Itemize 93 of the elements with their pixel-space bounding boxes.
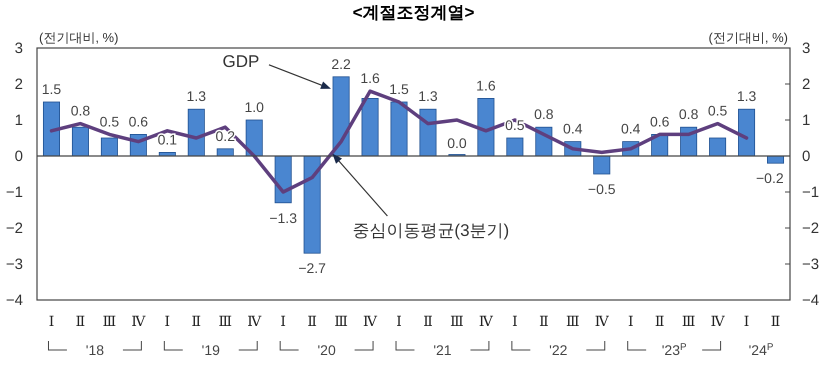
data-label: 0.5: [708, 102, 728, 119]
x-tick-label: Ⅳ: [131, 314, 146, 330]
data-label: −0.5: [588, 181, 616, 197]
bar: [304, 156, 321, 254]
bar: [709, 138, 726, 156]
x-tick-label: Ⅳ: [710, 314, 726, 330]
data-label: 0.8: [534, 106, 554, 122]
y-axis-title: (전기대비, %): [39, 30, 118, 45]
y2-tick-label: 2: [802, 76, 810, 93]
data-label: 0.4: [563, 120, 583, 137]
data-label: 1.3: [736, 88, 756, 104]
y2-tick-label: 1: [802, 112, 810, 129]
bar: [72, 126, 89, 156]
y2-axis-title: (전기대비, %): [708, 30, 788, 45]
data-label: 1.6: [360, 70, 380, 86]
bar: [362, 98, 379, 156]
x-tick-label: Ⅳ: [247, 314, 262, 330]
text: '19: [202, 342, 220, 358]
y-tick-label: 3: [14, 40, 23, 57]
bar: [477, 98, 494, 156]
bar: [246, 120, 263, 156]
x-tick-label: Ⅲ: [682, 314, 696, 330]
data-label: 0.5: [100, 113, 120, 130]
bar: [42, 102, 60, 156]
bar: [390, 102, 408, 156]
data-label: −1.3: [269, 210, 298, 226]
text: '20: [317, 342, 336, 358]
x-tick-label: Ⅰ: [164, 314, 170, 330]
data-label: 0.4: [620, 120, 641, 137]
x-tick-label: Ⅱ: [539, 314, 549, 330]
data-label: 1.6: [476, 77, 496, 94]
data-label: 0.2: [216, 128, 236, 144]
y-tick-label: −3: [6, 256, 23, 273]
text: '23$^{P}$: [662, 342, 688, 358]
data-label: 0.1: [158, 131, 178, 148]
bar: [738, 108, 756, 156]
x-tick-label: Ⅱ: [76, 314, 86, 330]
y2-tick-label: −4: [802, 292, 820, 309]
x-tick-label: Ⅲ: [450, 314, 464, 330]
x-tick-label: Ⅳ: [478, 314, 494, 330]
bar: [216, 148, 234, 156]
x-tick-label: Ⅱ: [423, 314, 433, 330]
data-label: 0.0: [447, 135, 467, 151]
bar: [100, 138, 118, 156]
data-label: 2.2: [331, 56, 352, 72]
text: '24$^{P}$: [748, 342, 774, 358]
data-label: 0.6: [650, 113, 670, 130]
y-tick-label: 1: [14, 112, 23, 129]
data-label: −2.7: [298, 260, 326, 276]
data-label: 1.0: [244, 99, 264, 115]
data-label: 1.3: [186, 88, 206, 104]
data-label: 0.6: [128, 113, 148, 130]
y2-tick-label: −3: [802, 256, 820, 273]
x-tick-label: Ⅲ: [566, 314, 580, 330]
data-label: 1.5: [389, 81, 409, 97]
y2-tick-label: 0: [802, 148, 810, 165]
y-tick-label: −2: [6, 220, 23, 237]
bar: [188, 108, 205, 156]
x-tick-label: Ⅱ: [770, 314, 780, 330]
chart-title: <계절조정계열>: [352, 3, 474, 22]
x-tick-label: Ⅳ: [363, 314, 378, 330]
x-tick-label: Ⅰ: [628, 314, 634, 330]
data-label: 0.8: [70, 102, 90, 119]
x-tick-label: Ⅱ: [654, 314, 664, 330]
x-tick-label: Ⅰ: [280, 314, 286, 330]
y-tick-label: −4: [6, 292, 23, 309]
text: '22: [549, 342, 568, 358]
x-tick-label: Ⅲ: [218, 314, 232, 330]
data-label: 0.8: [678, 106, 699, 122]
text: 중심이동평균(3분기): [352, 221, 510, 240]
y-tick-label: 2: [14, 76, 23, 93]
bar: [506, 138, 524, 156]
x-tick-label: Ⅰ: [396, 314, 402, 330]
y2-tick-label: −2: [802, 220, 820, 237]
text: '21: [433, 342, 452, 358]
data-label: 1.3: [418, 88, 438, 104]
x-tick-label: Ⅲ: [102, 314, 116, 330]
y2-tick-label: −1: [802, 184, 820, 201]
data-label: 1.5: [42, 81, 62, 97]
data-label: −0.2: [756, 170, 784, 186]
x-tick-label: Ⅰ: [48, 314, 54, 330]
text: GDP: [222, 52, 260, 71]
x-tick-label: Ⅱ: [192, 314, 202, 330]
x-tick-label: Ⅰ: [512, 314, 518, 330]
x-tick-label: Ⅲ: [334, 314, 348, 330]
x-tick-label: Ⅳ: [594, 314, 610, 330]
y-tick-label: 0: [14, 148, 23, 165]
y-tick-label: −1: [6, 184, 23, 201]
y2-tick-label: 3: [802, 40, 810, 57]
x-tick-label: Ⅰ: [744, 314, 750, 330]
x-tick-label: Ⅱ: [307, 314, 317, 330]
bar: [593, 156, 610, 174]
text: '18: [86, 342, 104, 358]
